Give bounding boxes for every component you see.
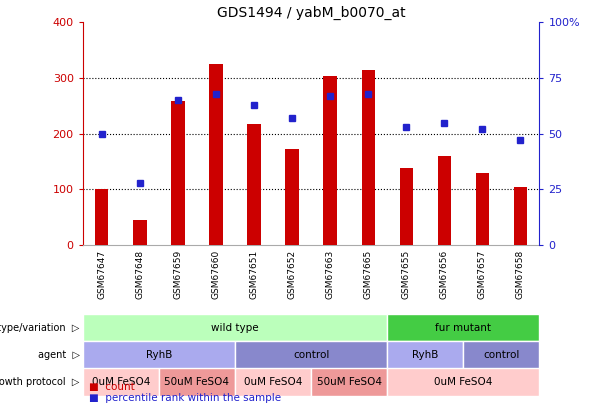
Text: fur mutant: fur mutant	[435, 323, 492, 333]
Bar	[362, 70, 375, 245]
Text: GSM67663: GSM67663	[326, 250, 335, 299]
Text: ■  count: ■ count	[89, 382, 135, 392]
Bar	[235, 368, 311, 396]
Bar	[387, 368, 539, 396]
Bar	[476, 173, 489, 245]
Bar	[83, 368, 159, 396]
Text: control: control	[483, 350, 520, 360]
Bar	[387, 314, 539, 341]
Bar	[159, 368, 235, 396]
Text: GSM67652: GSM67652	[287, 250, 297, 299]
Bar	[324, 76, 337, 245]
Bar	[83, 341, 235, 369]
Text: wild type: wild type	[211, 323, 259, 333]
Text: control: control	[293, 350, 329, 360]
Bar	[463, 341, 539, 369]
Bar	[133, 220, 147, 245]
Text: GSM67657: GSM67657	[478, 250, 487, 299]
Text: agent  ▷: agent ▷	[37, 350, 80, 360]
Text: GSM67659: GSM67659	[173, 250, 183, 299]
Text: 0uM FeSO4: 0uM FeSO4	[434, 377, 492, 387]
Bar	[248, 124, 261, 245]
Text: 50uM FeSO4: 50uM FeSO4	[164, 377, 229, 387]
Text: GSM67658: GSM67658	[516, 250, 525, 299]
Text: GSM67660: GSM67660	[211, 250, 221, 299]
Bar	[171, 101, 185, 245]
Text: RyhB: RyhB	[146, 350, 172, 360]
Text: GSM67656: GSM67656	[440, 250, 449, 299]
Text: 50uM FeSO4: 50uM FeSO4	[317, 377, 382, 387]
Bar	[311, 368, 387, 396]
Bar	[83, 314, 387, 341]
Text: 0uM FeSO4: 0uM FeSO4	[244, 377, 302, 387]
Title: GDS1494 / yabM_b0070_at: GDS1494 / yabM_b0070_at	[217, 6, 405, 20]
Text: growth protocol  ▷: growth protocol ▷	[0, 377, 80, 387]
Bar	[387, 341, 463, 369]
Text: GSM67647: GSM67647	[97, 250, 106, 299]
Bar	[95, 190, 109, 245]
Text: GSM67651: GSM67651	[249, 250, 259, 299]
Text: RyhB: RyhB	[412, 350, 438, 360]
Text: GSM67648: GSM67648	[135, 250, 144, 299]
Text: genotype/variation  ▷: genotype/variation ▷	[0, 323, 80, 333]
Bar	[400, 168, 413, 245]
Bar	[286, 149, 299, 245]
Bar	[235, 341, 387, 369]
Bar	[209, 64, 223, 245]
Text: ■  percentile rank within the sample: ■ percentile rank within the sample	[89, 393, 281, 403]
Bar	[514, 187, 527, 245]
Bar	[438, 156, 451, 245]
Text: GSM67655: GSM67655	[402, 250, 411, 299]
Text: 0uM FeSO4: 0uM FeSO4	[91, 377, 150, 387]
Text: GSM67665: GSM67665	[364, 250, 373, 299]
